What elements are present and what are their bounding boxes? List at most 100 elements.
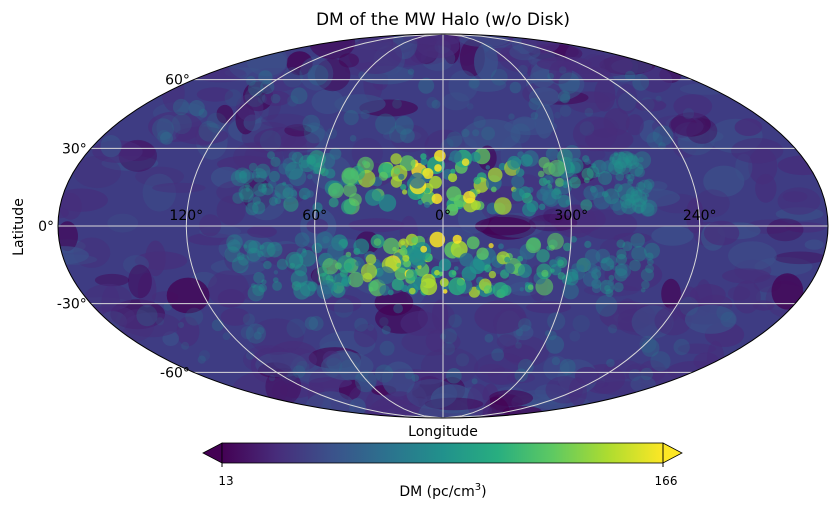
dm-texture-cell: [224, 244, 250, 272]
dm-mid-cell: [181, 341, 190, 350]
dm-bright-cell: [439, 278, 449, 287]
dm-mid-cell: [246, 76, 256, 86]
dm-bright-cell: [608, 160, 624, 175]
dm-bright-cell: [473, 176, 482, 185]
dm-bright-cell: [316, 283, 333, 300]
dm-bright-cell: [621, 198, 637, 215]
dm-bright-cell: [546, 180, 551, 184]
dm-bright-cell: [634, 167, 645, 178]
dm-bright-cell: [614, 156, 632, 175]
dm-mid-cell: [163, 302, 172, 311]
dm-bright-cell: [645, 264, 654, 274]
dm-texture-cell: [269, 341, 317, 367]
dm-bright-cell: [582, 271, 599, 287]
dm-bright-cell: [268, 180, 277, 189]
dm-bright-cell: [640, 199, 658, 217]
dm-bright-cell: [282, 157, 297, 172]
dm-bright-cell: [555, 177, 565, 187]
dm-mid-cell: [211, 319, 224, 332]
dm-texture-cell: [196, 87, 234, 102]
dm-texture-cell: [152, 182, 206, 193]
dm-texture-cell: [782, 191, 808, 203]
dm-bright-cell: [485, 165, 491, 170]
dm-bright-cell: [420, 153, 427, 160]
dm-bright-cell: [453, 266, 459, 271]
dm-bright-cell: [362, 272, 373, 283]
dm-texture-cell: [686, 118, 718, 144]
dm-texture-cell: [390, 124, 429, 153]
dm-bright-cell: [613, 151, 618, 156]
dm-bright-cell: [263, 260, 272, 270]
dm-bright-cell: [248, 240, 262, 254]
dm-bright-cell: [446, 203, 459, 216]
longitude-tick-label: 60°: [302, 208, 327, 224]
dm-texture-cell: [734, 118, 763, 136]
dm-bright-cell: [438, 271, 444, 277]
dm-bright-cell: [317, 266, 328, 277]
dm-texture-cell: [247, 188, 286, 221]
dm-mid-cell: [343, 110, 359, 126]
dm-bright-cell: [383, 237, 400, 255]
dm-bright-cell: [522, 202, 537, 217]
dm-bright-cell: [470, 151, 481, 162]
x-axis-label: Longitude: [408, 424, 478, 440]
dm-bright-cell: [562, 180, 568, 186]
dm-mid-cell: [256, 327, 265, 335]
dm-texture-cell: [804, 239, 824, 250]
dm-bright-cell: [311, 242, 323, 254]
dm-bright-cell: [469, 258, 485, 275]
dm-mid-cell: [197, 355, 206, 364]
dm-bright-cell: [226, 234, 243, 251]
dm-mid-cell: [287, 95, 299, 107]
dm-bright-cell: [244, 183, 250, 189]
dm-texture-cell: [255, 351, 308, 378]
latitude-tick-label: 30°: [62, 141, 87, 157]
dm-texture-cell: [755, 173, 777, 203]
dm-bright-cell: [519, 287, 524, 292]
dm-mid-cell: [544, 330, 552, 337]
dm-bright-cell: [488, 270, 497, 279]
dm-bright-cell: [278, 163, 290, 175]
dm-bright-cell: [584, 249, 601, 265]
dm-bright-cell: [420, 278, 438, 296]
dm-bright-cell: [589, 186, 597, 193]
dm-bright-cell: [262, 182, 267, 187]
longitude-gridline: [442, 34, 701, 418]
dm-mid-cell: [461, 128, 470, 138]
dm-mid-cell: [258, 70, 273, 85]
dm-bright-cell: [247, 285, 264, 302]
dm-texture-cell: [473, 352, 529, 385]
dm-texture-cell: [353, 323, 378, 348]
dm-bright-cell: [640, 287, 646, 293]
dm-bright-cell: [421, 190, 436, 206]
longitude-gridline: [442, 34, 572, 418]
dm-bright-cell: [558, 194, 571, 208]
dm-mid-cell: [472, 129, 480, 137]
dm-bright-cell: [630, 190, 648, 208]
dm-bright-cell: [603, 159, 616, 172]
dm-bright-cell: [580, 199, 593, 212]
dm-mid-cell: [198, 108, 208, 118]
dm-mid-cell: [628, 369, 641, 381]
dm-bright-cell: [570, 236, 577, 243]
dm-bright-cell: [328, 197, 339, 208]
dm-mid-cell: [188, 100, 205, 117]
dm-mid-cell: [393, 303, 403, 314]
dm-bright-cell: [230, 170, 248, 187]
dm-mid-cell: [443, 138, 454, 149]
dm-texture-cell: [73, 155, 121, 189]
dm-bright-cell: [258, 283, 268, 293]
dm-mid-cell: [389, 125, 407, 143]
dm-mid-cell: [392, 99, 402, 109]
dm-mid-cell: [441, 341, 455, 356]
dm-bright-cell: [494, 197, 512, 215]
dm-bright-cell: [284, 183, 294, 193]
dm-mid-cell: [655, 95, 662, 102]
dm-mid-cell: [632, 74, 650, 91]
colorbar: 13 166 DM (pc/cm3): [202, 442, 683, 500]
y-axis-label: Latitude: [11, 198, 27, 256]
dm-mid-cell: [411, 374, 420, 382]
dm-bright-cell: [306, 153, 323, 170]
dm-bright-cell: [238, 254, 250, 266]
dm-mid-cell: [547, 312, 566, 331]
